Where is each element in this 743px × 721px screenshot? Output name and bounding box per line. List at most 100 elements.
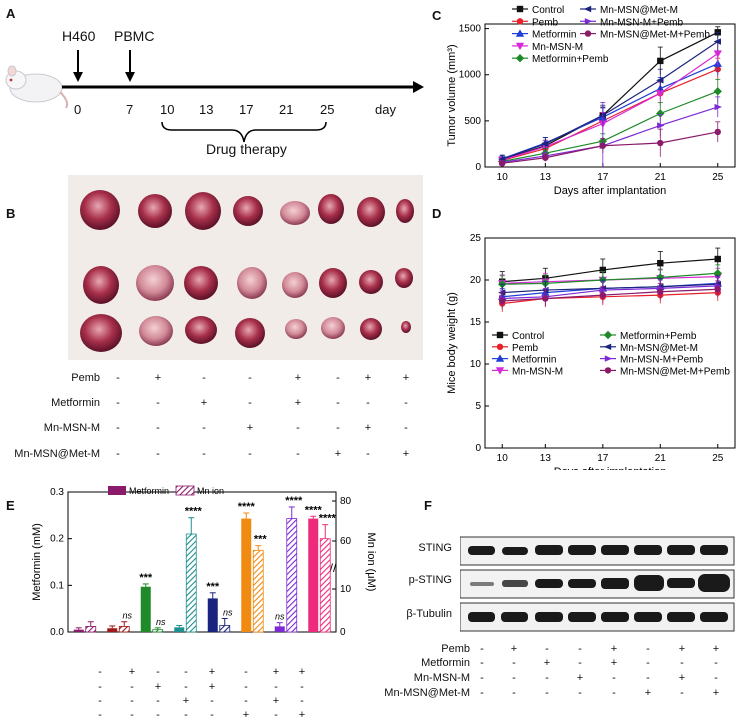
panel-d-body-weight-chart: 10 13 17 21 25 0 5 10 15 20 25 Days after implantat…: [446, 233, 736, 470]
b-row-label-pemb: Pemb: [71, 372, 100, 384]
E-bar-metformin: [274, 626, 285, 632]
D-legend-marker: [496, 331, 504, 339]
e-matrix-cell-r1-c0: -: [98, 681, 102, 693]
b-matrix-cell-r2-c3: +: [246, 422, 254, 434]
panel-label-f: F: [424, 498, 432, 513]
D-data-point: [657, 260, 664, 267]
f-matrix-cell-r3-c5: +: [644, 687, 652, 699]
E-annotation-mn-ion: ****: [319, 513, 337, 525]
C-series-line: [502, 106, 718, 163]
E-annotation-metformin: ****: [305, 504, 323, 516]
f-matrix-cell-r0-c7: +: [712, 643, 720, 655]
D-series-mn-msn-met-m-pemb: [499, 280, 721, 310]
band-label-sting: STING: [418, 542, 452, 554]
D-legend-marker: [603, 330, 613, 340]
tumor-photo: [68, 175, 423, 360]
b-matrix-cell-r2-c1: -: [156, 422, 160, 434]
E-bar-mn-ion: [286, 518, 298, 633]
C-data-point: [713, 38, 721, 45]
C-xtick-label: 25: [712, 172, 724, 183]
E-annotation-mn-ion: ns: [156, 617, 166, 627]
E-ytick-label: 0.1: [50, 580, 64, 591]
D-legend-label: Mn-MSN-M+Pemb: [620, 355, 704, 366]
panel-label-c: C: [432, 8, 442, 23]
D-legend-label: Mn-MSN@Met-M+Pemb: [620, 366, 730, 377]
e-matrix-cell-r3-c1: -: [130, 709, 134, 721]
C-data-point: [656, 109, 665, 118]
f-matrix-cell-r2-c1: -: [512, 672, 516, 684]
e-matrix-cell-r1-c4: +: [208, 681, 216, 693]
D-xtick-label: 21: [655, 453, 667, 464]
D-legend-label: Metformin: [512, 355, 556, 366]
D-plot-frame: [484, 237, 736, 449]
D-ytick-label: 10: [470, 359, 482, 370]
E-y2tick-label: 60: [340, 536, 352, 547]
E-legend-swatch-mn-ion: [175, 485, 195, 496]
E-bar-metformin: [241, 518, 252, 632]
f-matrix-cell-r1-c4: +: [610, 657, 618, 669]
f-matrix-cell-r1-c0: -: [480, 657, 484, 669]
f-matrix-cell-r1-c7: -: [714, 657, 718, 669]
C-legend-marker: [515, 54, 525, 63]
E-bar-metformin: [207, 598, 218, 632]
e-matrix-cell-r0-c5: -: [244, 666, 248, 678]
D-data-point: [656, 273, 665, 282]
f-matrix-cell-r2-c3: +: [576, 672, 584, 684]
C-legend-marker: [584, 18, 593, 25]
b-matrix-cell-r1-c6: -: [366, 397, 370, 409]
b-matrix-cell-r0-c0: -: [116, 372, 120, 384]
E-legend-swatch-metformin: [108, 486, 126, 495]
f-matrix-cell-r3-c2: -: [545, 687, 549, 699]
event-pbmc: PBMC: [114, 28, 155, 44]
e-matrix-cell-r2-c1: -: [130, 695, 134, 707]
tumor-photo-drawing: [80, 190, 414, 352]
panel-c-tumor-volume-chart: 10 13 17 21 25 0 500 1000 1500 Days after implant…: [446, 5, 736, 197]
panel-label-a: A: [6, 6, 16, 21]
b-matrix-cell-r2-c6: +: [364, 422, 372, 434]
E-bar-metformin: [308, 518, 319, 632]
f-row-label-mn-msn-met-m: Mn-MSN@Met-M: [384, 687, 470, 699]
D-legend-marker: [603, 343, 612, 350]
C-legend-marker: [515, 42, 525, 51]
b-matrix-cell-r0-c1: +: [154, 372, 162, 384]
D-xtick-label: 17: [597, 453, 609, 464]
b-matrix-cell-r2-c4: -: [296, 422, 300, 434]
b-matrix-cell-r1-c3: -: [248, 397, 252, 409]
C-data-point: [656, 77, 664, 84]
f-matrix-cell-r2-c0: -: [480, 672, 484, 684]
D-data-point: [499, 297, 506, 305]
C-ytick-label: 1500: [459, 24, 482, 35]
band-label-b-tubulin: β-Tubulin: [406, 608, 452, 620]
f-row-label-metformin: Metformin: [421, 657, 470, 669]
e-matrix-cell-r0-c1: +: [128, 666, 136, 678]
f-matrix-cell-r1-c5: -: [646, 657, 650, 669]
e-matrix-cell-r2-c4: -: [210, 695, 214, 707]
D-legend-label: Metformin+Pemb: [620, 331, 697, 342]
C-data-point: [598, 112, 607, 119]
D-series-line: [502, 258, 718, 283]
D-data-point: [542, 295, 549, 302]
e-matrix-cell-r0-c3: -: [184, 666, 188, 678]
day-10: 10: [160, 102, 175, 117]
D-ytick-label: 15: [470, 317, 482, 328]
C-series-line: [502, 53, 719, 161]
b-matrix-cell-r0-c3: -: [248, 372, 252, 384]
E-legend-label-metformin: Metformin: [129, 486, 169, 496]
C-legend-label: Mn-MSN@Met-M+Pemb: [600, 30, 710, 41]
e-matrix-cell-r2-c6: +: [272, 695, 280, 707]
b-matrix-cell-r1-c7: -: [404, 397, 408, 409]
panel-e-bar-chart: 0.0 0.1 0.2 0.3 0 10 60 80 // Metformin (mM) Mn io…: [31, 485, 377, 638]
C-ylabel: Tumor volume (mm³): [446, 44, 458, 146]
f-matrix-cell-r3-c0: -: [480, 687, 484, 699]
C-legend-label: Mn-MSN-M+Pemb: [600, 17, 684, 28]
e-matrix-cell-r1-c3: -: [184, 681, 188, 693]
day-13: 13: [199, 102, 214, 117]
D-data-point: [714, 286, 721, 293]
e-matrix-cell-r1-c6: -: [274, 681, 278, 693]
C-data-point: [657, 122, 665, 129]
e-matrix-cell-r0-c4: +: [208, 666, 216, 678]
C-xtick-label: 13: [540, 172, 552, 183]
E-bar-metformin: [73, 629, 84, 632]
b-row-label-mn-msn-met-m: Mn-MSN@Met-M: [14, 448, 100, 460]
b-matrix-cell-r3-c4: -: [296, 448, 300, 460]
